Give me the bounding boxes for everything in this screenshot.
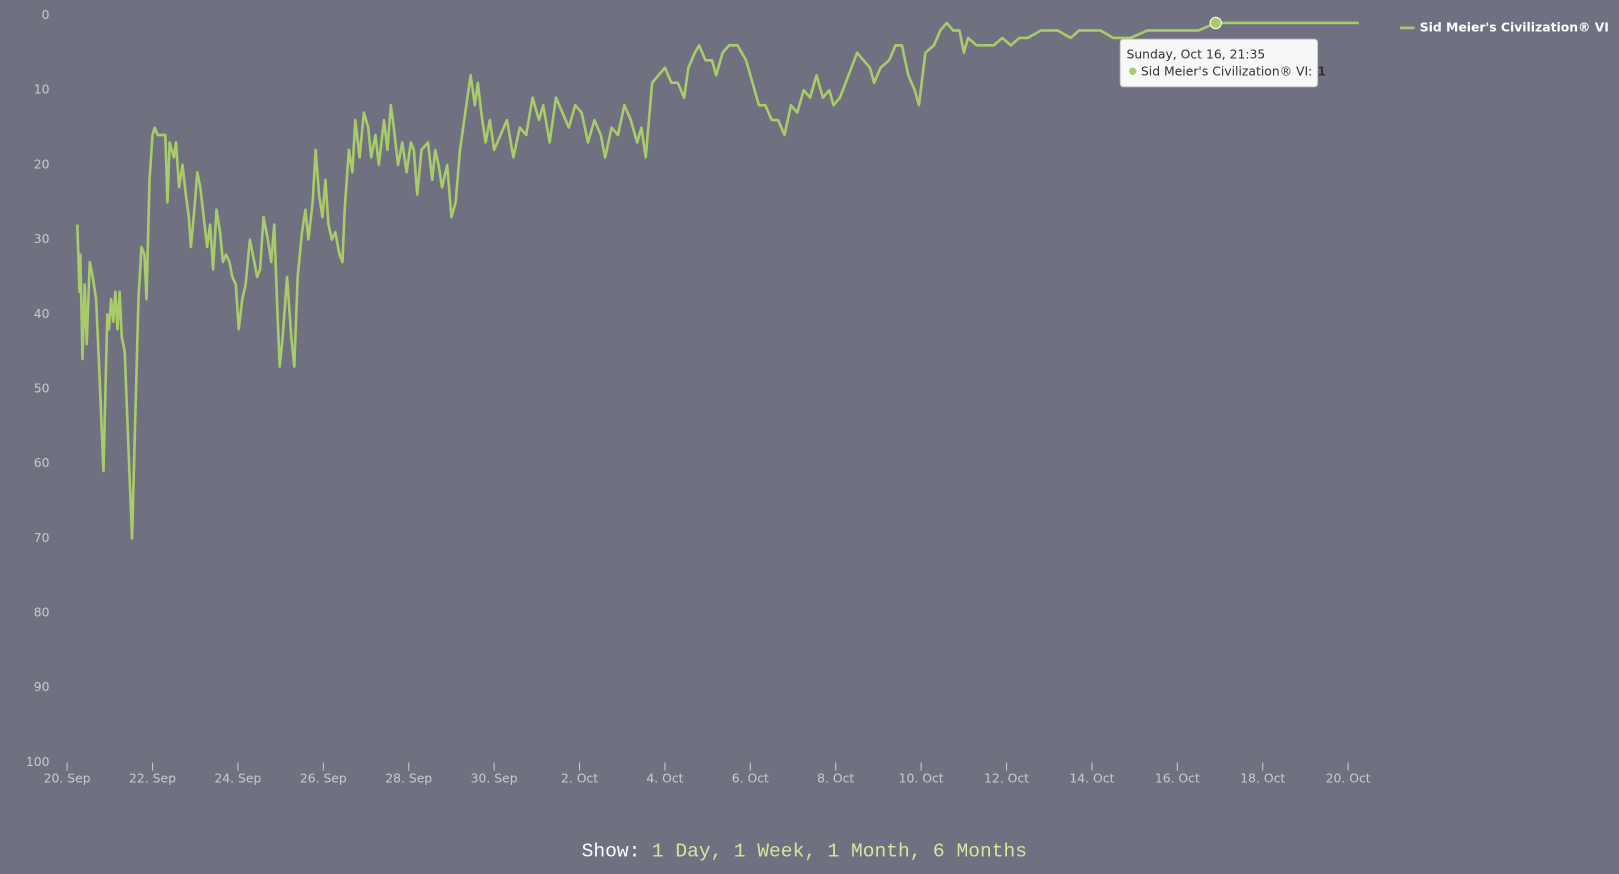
range-link[interactable]: 1 Month,: [827, 840, 921, 862]
tooltip-value: 1: [1317, 63, 1326, 78]
y-tick-label: 20: [34, 156, 50, 171]
y-tick-label: 100: [26, 754, 50, 769]
range-link[interactable]: 6 Months: [933, 840, 1027, 862]
legend-label[interactable]: Sid Meier's Civilization® VI: [1420, 19, 1609, 34]
y-tick-label: 80: [34, 605, 50, 620]
x-tick-label: 22. Sep: [129, 770, 176, 785]
footer: Show: 1 Day, 1 Week, 1 Month, 6 Months: [582, 840, 1027, 862]
y-tick-label: 70: [34, 530, 50, 545]
x-tick-label: 26. Sep: [300, 770, 347, 785]
y-tick-label: 10: [34, 82, 50, 97]
x-tick-label: 24. Sep: [214, 770, 261, 785]
legend: Sid Meier's Civilization® VI: [1400, 19, 1609, 34]
x-tick-label: 8. Oct: [817, 770, 854, 785]
series-line: [76, 21, 1359, 540]
x-tick-label: 2. Oct: [561, 770, 598, 785]
tooltip: Sunday, Oct 16, 21:35 Sid Meier's Civiliz…: [1119, 16, 1326, 88]
x-tick-label: 18. Oct: [1240, 770, 1285, 785]
range-link[interactable]: 1 Week,: [734, 840, 816, 862]
x-tick-label: 12. Oct: [984, 770, 1029, 785]
y-tick-label: 50: [34, 380, 50, 395]
x-tick-label: 14. Oct: [1069, 770, 1114, 785]
tooltip-dot: [1129, 67, 1137, 75]
footer-label: Show:: [582, 840, 641, 862]
x-tick-label: 20. Sep: [44, 770, 91, 785]
y-tick-label: 30: [34, 231, 50, 246]
plot-area: [76, 21, 1359, 540]
y-tick-label: 60: [34, 455, 50, 470]
x-tick-label: 10. Oct: [899, 770, 944, 785]
x-tick-label: 6. Oct: [732, 770, 769, 785]
tooltip-row: Sid Meier's Civilization® VI: 1: [1141, 63, 1326, 78]
x-tick-label: 30. Sep: [471, 770, 518, 785]
tooltip-label: Sid Meier's Civilization® VI:: [1141, 63, 1312, 78]
tooltip-box: [1119, 38, 1319, 88]
y-tick-label: 90: [34, 679, 50, 694]
y-tick-label: 40: [34, 306, 50, 321]
y-tick-label: 0: [42, 7, 50, 22]
hover-point: [1209, 16, 1222, 30]
x-tick-label: 28. Sep: [385, 770, 432, 785]
x-tick-label: 4. Oct: [646, 770, 683, 785]
tooltip-date: Sunday, Oct 16, 21:35: [1126, 46, 1265, 61]
x-tick-label: 20. Oct: [1326, 770, 1371, 785]
range-link[interactable]: 1 Day,: [652, 840, 723, 862]
x-tick-label: 16. Oct: [1155, 770, 1200, 785]
